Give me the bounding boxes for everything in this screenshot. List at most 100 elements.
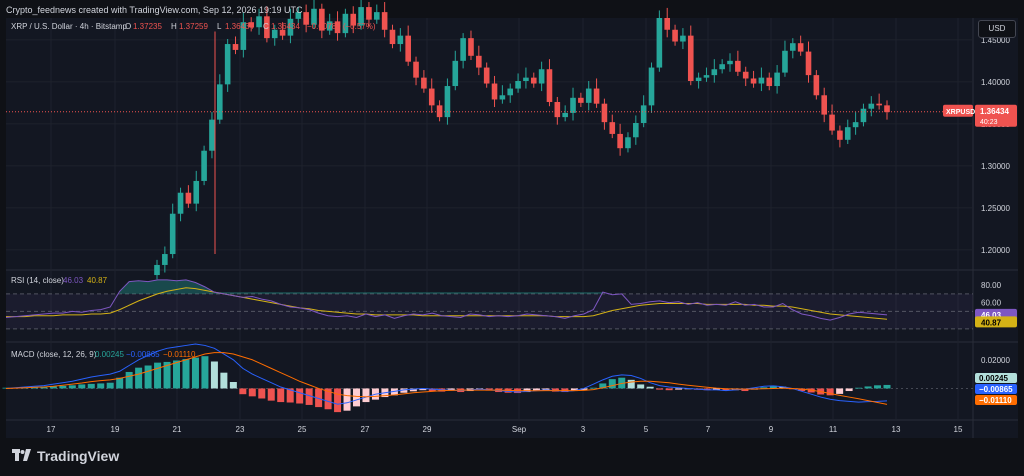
macd-last-tag — [975, 395, 1017, 405]
ohlc-letter: L — [217, 22, 222, 31]
macd-histogram-bar — [855, 387, 863, 389]
candle — [271, 29, 278, 39]
time-tick-label: 27 — [361, 425, 370, 434]
candle — [436, 105, 443, 118]
candle — [240, 22, 247, 50]
time-scale-background — [6, 420, 1018, 438]
candle — [687, 35, 694, 81]
time-tick-label: 11 — [829, 425, 838, 434]
brand-name: TradingView — [37, 448, 120, 464]
price-tick-label: 1.25000 — [981, 204, 1010, 213]
macd-histogram-bar — [343, 388, 351, 411]
candle — [593, 88, 600, 104]
candle — [405, 35, 411, 62]
macd-histogram-bar — [324, 388, 332, 410]
ohlc-letter: H — [171, 22, 177, 31]
symbol-tag — [943, 104, 973, 117]
time-tick-label: 3 — [581, 425, 586, 434]
macd-histogram-bar — [87, 383, 95, 389]
rsi-title: RSI (14, close) — [11, 276, 64, 285]
candle — [491, 83, 498, 100]
macd-histogram-bar — [836, 388, 844, 394]
macd-histogram-bar — [220, 372, 228, 389]
macd-histogram-bar — [826, 388, 834, 396]
time-tick-label: 15 — [954, 425, 963, 434]
candle — [389, 29, 396, 45]
macd-histogram-bar — [637, 384, 645, 389]
candle — [428, 88, 435, 106]
macd-histogram-bar — [722, 388, 730, 391]
macd-histogram-bar — [551, 388, 559, 392]
macd-histogram-bar — [163, 361, 171, 389]
ohlc-value: 1.37259 — [179, 22, 208, 31]
macd-histogram-bar — [210, 361, 218, 389]
candle — [248, 22, 254, 28]
macd-histogram-bar — [532, 388, 540, 392]
macd-histogram-bar — [353, 388, 361, 407]
candle — [664, 18, 671, 30]
candle — [366, 7, 372, 20]
candle — [216, 84, 223, 120]
macd-tick-label: 0.02000 — [981, 356, 1010, 365]
candle — [884, 105, 890, 113]
rsi-last-label: 46.03 — [981, 311, 1002, 320]
time-tick-label: Sep — [512, 425, 527, 434]
rsi-line — [5, 279, 888, 321]
time-tick-label: 23 — [236, 425, 245, 434]
brand-logo[interactable]: TradingView — [12, 448, 119, 464]
macd-histogram-bar — [78, 384, 86, 389]
ohlc-value: 1.37235 — [133, 22, 162, 31]
candle — [829, 114, 835, 131]
candle — [169, 213, 176, 255]
candle — [844, 127, 851, 140]
candle — [703, 75, 710, 78]
macd-histogram-bar — [229, 382, 237, 389]
macd-histogram-bar — [154, 362, 162, 389]
candle — [381, 12, 388, 30]
macd-histogram-bar — [315, 388, 323, 408]
rsi-tick-label: 60.00 — [981, 299, 1002, 308]
macd-last-tag — [975, 384, 1017, 394]
macd-histogram-bar — [703, 388, 711, 391]
plot-background — [6, 18, 973, 420]
macd-histogram-bar — [428, 388, 436, 392]
candle — [350, 13, 357, 26]
candle — [201, 150, 207, 181]
macd-histogram-bar — [608, 379, 616, 389]
candle — [719, 64, 725, 70]
candle — [805, 51, 812, 76]
macd-histogram-bar — [419, 388, 427, 391]
candle — [515, 81, 521, 89]
macd-histogram-bar — [542, 388, 550, 391]
time-tick-label: 21 — [173, 425, 182, 434]
macd-histogram-bar — [599, 383, 607, 389]
macd-histogram-bar — [135, 367, 143, 389]
candle — [523, 77, 529, 81]
ohlc-letter: C — [263, 22, 269, 31]
time-tick-label: 7 — [706, 425, 711, 434]
macd-histogram-bar — [447, 388, 455, 391]
candle — [852, 122, 859, 128]
macd-histogram-bar — [741, 388, 749, 392]
rsi-overbought-fill — [119, 279, 603, 294]
candle — [774, 72, 780, 87]
candle — [530, 77, 537, 84]
candle — [232, 44, 239, 50]
rsi-ma-last-tag — [975, 316, 1017, 328]
time-tick-label: 17 — [47, 425, 56, 434]
creator-caption: Crypto_feednews created with TradingView… — [6, 5, 303, 15]
candle — [264, 16, 270, 39]
macd-signal-legend-value: −0.01110 — [163, 350, 196, 359]
currency-button[interactable]: USD — [978, 20, 1016, 38]
macd-histogram-bar — [277, 388, 285, 403]
candle — [672, 29, 678, 42]
price-tick-label: 1.45000 — [981, 36, 1010, 45]
candle — [326, 21, 333, 31]
candle — [860, 108, 867, 123]
candle — [617, 133, 623, 149]
candle — [868, 103, 875, 109]
macd-histogram-bar — [258, 388, 266, 399]
macd-title: MACD (close, 12, 26, 9) — [11, 350, 97, 359]
macd-histogram-bar — [409, 388, 417, 392]
